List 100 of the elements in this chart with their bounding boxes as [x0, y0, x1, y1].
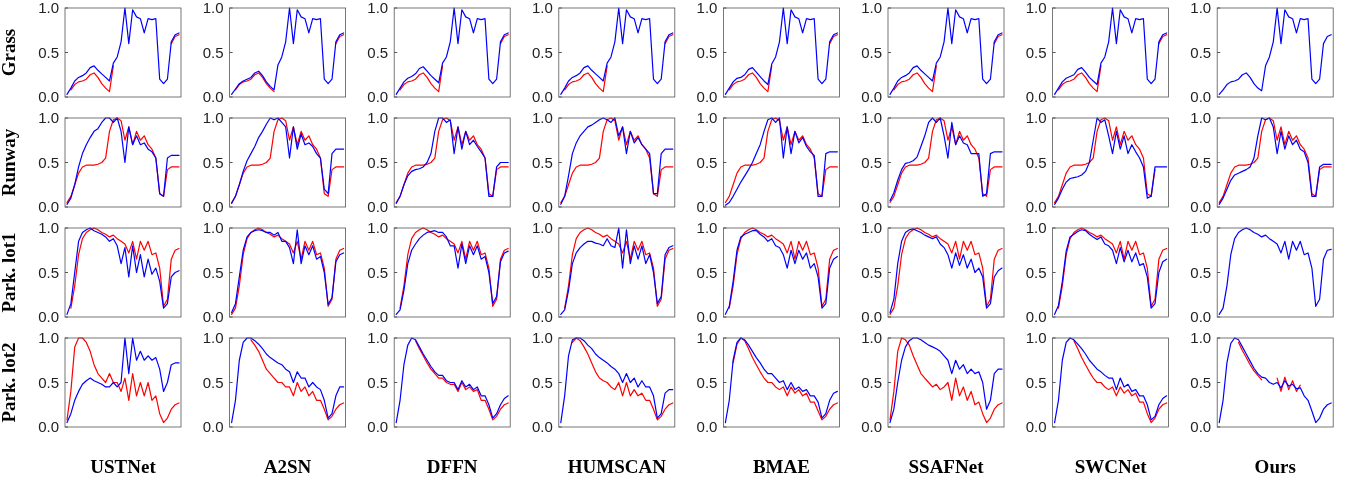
- y-tick-label: 1.0: [202, 329, 224, 347]
- y-tick-label: 1.0: [1190, 0, 1212, 17]
- y-tick-label: 0.5: [1190, 263, 1212, 281]
- y-axis-title: Grass: [0, 28, 19, 77]
- y-tick-label: 0.0: [861, 88, 882, 106]
- y-tick-label: 0.5: [696, 263, 718, 281]
- y-tick-label: 0.0: [367, 308, 389, 326]
- y-tick-label: 0.5: [367, 263, 389, 281]
- y-tick-label: 1.0: [202, 0, 224, 17]
- line-series: [1054, 7, 1168, 95]
- y-tick-label: 0.0: [202, 88, 224, 106]
- x-axis-title: HUMSCAN: [567, 456, 667, 477]
- y-tick-label: 0.5: [531, 43, 553, 61]
- y-tick-label: 0.0: [531, 198, 553, 216]
- y-tick-label: 0.5: [1025, 373, 1047, 391]
- line-series: [1054, 337, 1168, 424]
- y-tick-label: 0.0: [1025, 418, 1047, 436]
- y-tick-label: 0.0: [1190, 418, 1212, 436]
- x-axis-title: USTNet: [90, 456, 157, 477]
- y-tick-label: 0.5: [861, 373, 882, 391]
- y-tick-label: 0.5: [1025, 43, 1047, 61]
- y-tick-label: 0.0: [696, 418, 718, 436]
- line-series: [66, 337, 180, 424]
- y-tick-label: 0.5: [531, 153, 553, 171]
- y-tick-label: 0.0: [38, 88, 59, 106]
- y-tick-label: 1.0: [1190, 109, 1212, 127]
- y-tick-label: 0.5: [367, 43, 389, 61]
- line-series: [1218, 7, 1332, 95]
- y-tick-label: 0.0: [696, 198, 718, 216]
- y-tick-label: 1.0: [531, 329, 553, 347]
- y-tick-label: 1.0: [696, 329, 718, 347]
- y-tick-label: 0.5: [38, 263, 59, 281]
- y-tick-label: 1.0: [861, 109, 882, 127]
- y-tick-label: 0.0: [1025, 198, 1047, 216]
- y-tick-label: 0.0: [1025, 308, 1047, 326]
- y-tick-label: 0.5: [861, 263, 882, 281]
- y-tick-label: 0.0: [367, 418, 389, 436]
- y-tick-label: 1.0: [861, 0, 882, 17]
- y-tick-label: 0.0: [696, 308, 718, 326]
- y-tick-label: 1.0: [367, 109, 389, 127]
- line-series: [414, 340, 509, 421]
- y-tick-label: 1.0: [367, 219, 389, 237]
- y-tick-label: 0.0: [1190, 308, 1212, 326]
- y-tick-label: 0.5: [38, 43, 59, 61]
- y-tick-label: 1.0: [38, 329, 59, 347]
- y-axis-title: Park. lot2: [0, 342, 19, 423]
- y-tick-label: 0.0: [38, 198, 59, 216]
- y-tick-label: 1.0: [531, 109, 553, 127]
- y-tick-label: 1.0: [1025, 109, 1047, 127]
- y-tick-label: 0.0: [1025, 88, 1047, 106]
- line-series: [395, 337, 509, 424]
- y-tick-label: 1.0: [861, 329, 882, 347]
- y-tick-label: 0.0: [531, 308, 553, 326]
- y-tick-label: 0.0: [38, 308, 59, 326]
- x-axis-title: SSAFNet: [908, 456, 985, 477]
- y-tick-label: 1.0: [696, 0, 718, 17]
- y-axis-title: Runway: [0, 128, 19, 197]
- y-tick-label: 1.0: [38, 109, 59, 127]
- x-axis-title: SWCNet: [1074, 456, 1148, 477]
- y-tick-label: 0.0: [861, 198, 882, 216]
- y-tick-label: 1.0: [202, 219, 224, 237]
- y-tick-label: 0.5: [1190, 153, 1212, 171]
- y-tick-label: 0.5: [202, 373, 224, 391]
- y-tick-label: 0.5: [861, 153, 882, 171]
- y-tick-label: 0.5: [696, 153, 718, 171]
- y-tick-label: 1.0: [1190, 219, 1212, 237]
- y-tick-label: 0.5: [1025, 153, 1047, 171]
- line-series: [889, 337, 1003, 424]
- y-tick-label: 0.0: [1190, 198, 1212, 216]
- line-series: [250, 339, 345, 421]
- x-axis-title: Ours: [1254, 456, 1296, 477]
- y-tick-label: 0.5: [861, 43, 882, 61]
- y-tick-label: 0.0: [202, 418, 224, 436]
- y-tick-label: 1.0: [1025, 219, 1047, 237]
- line-series: [66, 7, 180, 95]
- y-tick-label: 0.5: [531, 373, 553, 391]
- x-axis-title: DFFN: [426, 456, 478, 477]
- y-tick-label: 1.0: [531, 0, 553, 17]
- y-tick-label: 0.0: [531, 88, 553, 106]
- line-series: [1218, 337, 1332, 424]
- line-series: [889, 7, 1003, 95]
- line-series: [724, 7, 838, 95]
- y-tick-label: 0.5: [202, 263, 224, 281]
- line-series: [231, 337, 345, 424]
- y-tick-label: 1.0: [367, 0, 389, 17]
- y-tick-label: 0.5: [202, 43, 224, 61]
- y-tick-label: 0.0: [38, 418, 59, 436]
- y-tick-label: 1.0: [531, 219, 553, 237]
- y-tick-label: 0.0: [202, 308, 224, 326]
- line-series: [560, 7, 674, 95]
- y-tick-label: 0.5: [696, 43, 718, 61]
- x-axis-title: A2SN: [263, 456, 312, 477]
- y-tick-label: 0.0: [696, 88, 718, 106]
- line-series: [1218, 227, 1332, 315]
- y-tick-label: 1.0: [367, 329, 389, 347]
- y-tick-label: 0.5: [367, 373, 389, 391]
- y-tick-label: 1.0: [38, 219, 59, 237]
- y-tick-label: 0.5: [367, 153, 389, 171]
- y-tick-label: 0.5: [1025, 263, 1047, 281]
- y-tick-label: 0.5: [38, 153, 59, 171]
